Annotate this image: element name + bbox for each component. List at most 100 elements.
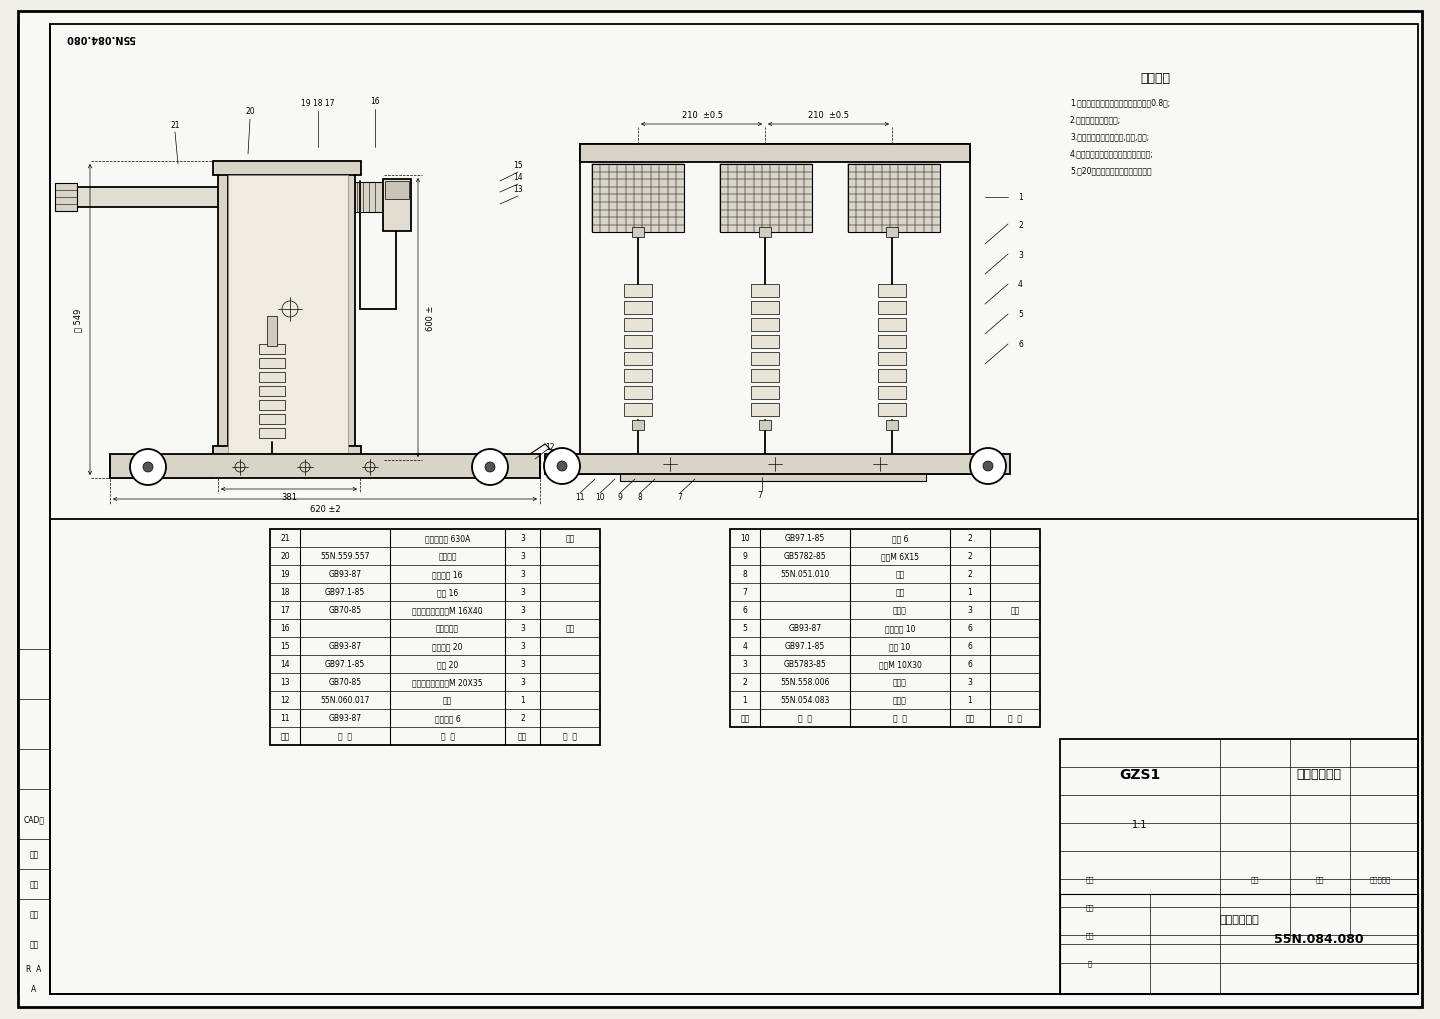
- Text: 弹簧垫圈 10: 弹簧垫圈 10: [884, 624, 916, 633]
- Bar: [878, 386, 906, 399]
- Bar: [259, 344, 285, 355]
- Text: 55N.558.006: 55N.558.006: [780, 678, 829, 687]
- Bar: [752, 302, 779, 315]
- Text: 平垫 10: 平垫 10: [890, 642, 910, 651]
- Bar: [259, 359, 285, 369]
- Text: 外配: 外配: [1011, 606, 1020, 614]
- Text: 平垫 6: 平垫 6: [891, 534, 909, 543]
- Text: 10: 10: [595, 493, 605, 502]
- Bar: [730, 530, 1040, 728]
- Bar: [632, 228, 644, 237]
- Text: GB93-87: GB93-87: [328, 713, 361, 722]
- Text: 代  号: 代 号: [338, 732, 351, 741]
- Bar: [1060, 739, 1418, 994]
- Circle shape: [472, 449, 508, 485]
- Text: 弹簧垫圈 16: 弹簧垫圈 16: [432, 570, 462, 579]
- Bar: [759, 228, 770, 237]
- Text: 8: 8: [743, 570, 747, 579]
- Text: 5: 5: [743, 624, 747, 633]
- Text: 更改文件号: 更改文件号: [1369, 876, 1391, 882]
- Text: 55N.051.010: 55N.051.010: [780, 570, 829, 579]
- Bar: [621, 470, 926, 482]
- Text: 19 18 17: 19 18 17: [301, 100, 334, 108]
- Text: 7: 7: [757, 491, 762, 500]
- Text: 15: 15: [281, 642, 289, 651]
- Text: 55N.084.080: 55N.084.080: [65, 33, 135, 43]
- Bar: [68, 187, 369, 208]
- Text: 210  ±0.5: 210 ±0.5: [681, 110, 723, 119]
- Text: 7: 7: [743, 588, 747, 597]
- Text: 平垫 20: 平垫 20: [436, 660, 458, 668]
- Text: 620 ±2: 620 ±2: [310, 505, 340, 514]
- Bar: [259, 429, 285, 438]
- Text: 螺栓M 10X30: 螺栓M 10X30: [878, 660, 922, 668]
- Text: GB97.1-85: GB97.1-85: [785, 534, 825, 543]
- Text: 3: 3: [520, 552, 526, 560]
- Bar: [228, 176, 348, 453]
- Bar: [878, 319, 906, 331]
- Text: 避雷器: 避雷器: [893, 606, 907, 614]
- Text: GB97.1-85: GB97.1-85: [325, 660, 366, 668]
- Circle shape: [557, 462, 567, 472]
- Text: 2.确保所有连接管可靠;: 2.确保所有连接管可靠;: [1070, 115, 1122, 124]
- Text: 3: 3: [520, 678, 526, 687]
- Text: 设计: 设计: [1086, 904, 1094, 910]
- Text: 2: 2: [743, 678, 747, 687]
- Text: 10: 10: [740, 534, 750, 543]
- Text: 20: 20: [281, 552, 289, 560]
- Text: 55N.060.017: 55N.060.017: [320, 696, 370, 705]
- Bar: [624, 386, 652, 399]
- Bar: [624, 370, 652, 382]
- Text: 比例: 比例: [29, 879, 39, 889]
- Bar: [213, 162, 361, 176]
- Circle shape: [971, 448, 1007, 484]
- Text: 6: 6: [968, 642, 972, 651]
- Text: 名  称: 名 称: [893, 713, 907, 722]
- Text: 55N.054.083: 55N.054.083: [780, 696, 829, 705]
- Text: 17: 17: [281, 606, 289, 614]
- Text: 3: 3: [520, 588, 526, 597]
- Text: 避雷器车装配: 避雷器车装配: [1220, 914, 1259, 924]
- Bar: [878, 462, 906, 472]
- Text: 避雷器车装配: 避雷器车装配: [1296, 767, 1342, 781]
- Text: 比率: 比率: [29, 940, 39, 949]
- Text: 3: 3: [520, 570, 526, 579]
- Text: 6: 6: [1018, 340, 1022, 350]
- Text: CAD图: CAD图: [23, 815, 45, 823]
- Bar: [752, 319, 779, 331]
- Bar: [720, 165, 812, 232]
- Circle shape: [485, 463, 495, 473]
- Bar: [752, 353, 779, 366]
- Text: 分区: 分区: [1316, 876, 1325, 882]
- Text: A: A: [32, 984, 36, 994]
- Bar: [592, 165, 684, 232]
- Text: 1: 1: [743, 696, 747, 705]
- Text: 代  号: 代 号: [798, 713, 812, 722]
- Bar: [848, 165, 940, 232]
- Text: 1.装配所选用的螺栓紧固件等精度均为0.8级;: 1.装配所选用的螺栓紧固件等精度均为0.8级;: [1070, 98, 1171, 107]
- Bar: [217, 170, 228, 460]
- Text: 5.序20指标一次断路管全插换情况。: 5.序20指标一次断路管全插换情况。: [1070, 166, 1152, 175]
- Text: 3: 3: [1018, 251, 1022, 259]
- Text: 螺栓M 6X15: 螺栓M 6X15: [881, 552, 919, 560]
- Text: 13: 13: [513, 184, 523, 194]
- Circle shape: [544, 448, 580, 484]
- Text: 名  称: 名 称: [441, 732, 455, 741]
- Bar: [383, 179, 410, 231]
- Text: 6: 6: [968, 660, 972, 668]
- Text: R  A: R A: [26, 965, 42, 973]
- Text: GB97.1-85: GB97.1-85: [785, 642, 825, 651]
- Circle shape: [143, 463, 153, 473]
- Text: 本装配: 本装配: [893, 696, 907, 705]
- Text: 14: 14: [513, 172, 523, 181]
- Text: 平垫 16: 平垫 16: [436, 588, 458, 597]
- Bar: [346, 170, 356, 460]
- Bar: [752, 370, 779, 382]
- Text: 备用: 备用: [566, 534, 575, 543]
- Text: 21: 21: [170, 120, 180, 129]
- Text: 序号: 序号: [740, 713, 750, 722]
- Text: 盖板: 盖板: [896, 588, 904, 597]
- Bar: [213, 446, 361, 461]
- Text: 55N.559.557: 55N.559.557: [320, 552, 370, 560]
- Text: 支持绝缘子: 支持绝缘子: [436, 624, 459, 633]
